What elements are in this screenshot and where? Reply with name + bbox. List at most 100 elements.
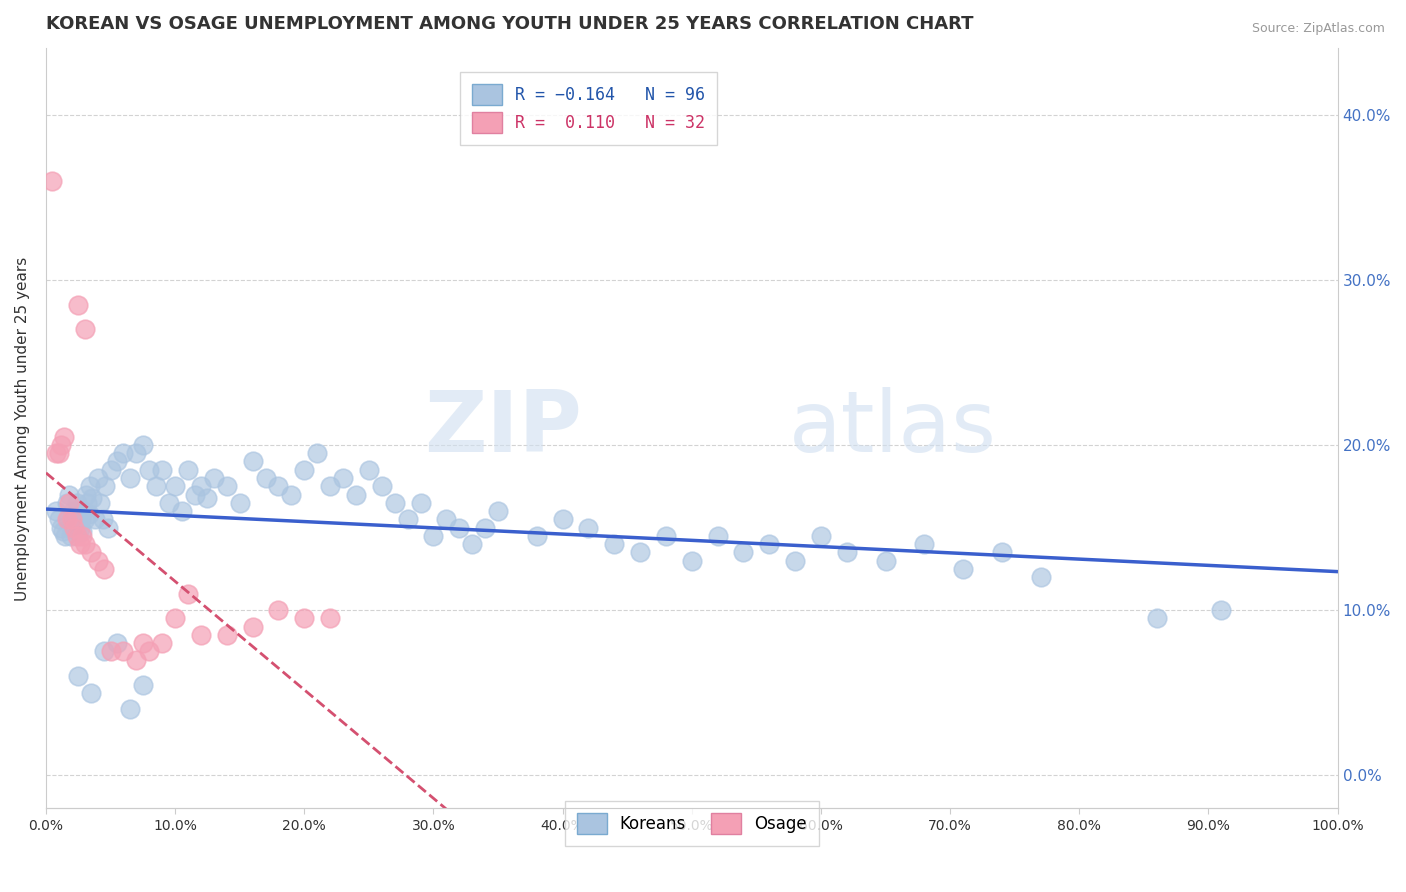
Koreans — [280, 487, 302, 501]
Legend: Koreans, Osage: Koreans, Osage — [565, 801, 818, 846]
Koreans — [912, 537, 935, 551]
Koreans — [82, 491, 104, 505]
Koreans — [118, 471, 141, 485]
Koreans — [228, 496, 250, 510]
Osage — [45, 446, 67, 460]
Koreans — [1029, 570, 1052, 584]
Osage — [80, 545, 103, 559]
Osage — [53, 430, 76, 444]
Koreans — [70, 512, 93, 526]
Koreans — [628, 545, 651, 559]
Koreans — [76, 496, 98, 510]
Koreans — [91, 512, 114, 526]
Koreans — [991, 545, 1014, 559]
Koreans — [267, 479, 290, 493]
Koreans — [371, 479, 394, 493]
Koreans — [170, 504, 193, 518]
Koreans — [384, 496, 406, 510]
Osage — [93, 562, 115, 576]
Koreans — [344, 487, 367, 501]
Koreans — [100, 463, 122, 477]
Koreans — [77, 508, 100, 522]
Koreans — [67, 504, 90, 518]
Koreans — [242, 454, 264, 468]
Osage — [51, 438, 73, 452]
Osage — [150, 636, 173, 650]
Koreans — [60, 520, 83, 534]
Osage — [48, 446, 70, 460]
Koreans — [150, 463, 173, 477]
Koreans — [62, 504, 84, 518]
Koreans — [785, 553, 807, 567]
Koreans — [215, 479, 238, 493]
Koreans — [67, 669, 90, 683]
Koreans — [183, 487, 205, 501]
Koreans — [157, 496, 180, 510]
Koreans — [105, 636, 128, 650]
Osage — [132, 636, 155, 650]
Koreans — [409, 496, 432, 510]
Koreans — [165, 479, 187, 493]
Osage — [177, 587, 200, 601]
Koreans — [79, 479, 101, 493]
Koreans — [138, 463, 160, 477]
Koreans — [70, 524, 93, 538]
Koreans — [332, 471, 354, 485]
Osage — [41, 173, 63, 187]
Koreans — [1211, 603, 1233, 617]
Osage — [215, 628, 238, 642]
Koreans — [449, 520, 471, 534]
Osage — [190, 628, 212, 642]
Koreans — [733, 545, 755, 559]
Koreans — [73, 512, 96, 526]
Koreans — [52, 524, 75, 538]
Koreans — [197, 491, 219, 505]
Koreans — [145, 479, 167, 493]
Osage — [55, 512, 77, 526]
Osage — [165, 611, 187, 625]
Osage — [112, 644, 135, 658]
Koreans — [526, 529, 548, 543]
Koreans — [86, 471, 108, 485]
Koreans — [202, 471, 225, 485]
Koreans — [1146, 611, 1168, 625]
Koreans — [118, 702, 141, 716]
Koreans — [125, 446, 148, 460]
Koreans — [112, 446, 135, 460]
Osage — [138, 644, 160, 658]
Koreans — [56, 512, 79, 526]
Koreans — [461, 537, 484, 551]
Osage — [73, 322, 96, 336]
Osage — [242, 620, 264, 634]
Koreans — [952, 562, 974, 576]
Koreans — [75, 487, 97, 501]
Koreans — [45, 504, 67, 518]
Koreans — [89, 496, 111, 510]
Koreans — [706, 529, 728, 543]
Osage — [58, 496, 80, 510]
Koreans — [105, 454, 128, 468]
Koreans — [474, 520, 496, 534]
Koreans — [396, 512, 419, 526]
Osage — [63, 520, 86, 534]
Koreans — [51, 520, 73, 534]
Koreans — [578, 520, 600, 534]
Koreans — [132, 438, 155, 452]
Koreans — [59, 529, 82, 543]
Koreans — [681, 553, 703, 567]
Koreans — [810, 529, 832, 543]
Koreans — [97, 520, 120, 534]
Y-axis label: Unemployment Among Youth under 25 years: Unemployment Among Youth under 25 years — [15, 256, 30, 600]
Osage — [60, 512, 83, 526]
Koreans — [69, 520, 91, 534]
Koreans — [66, 496, 89, 510]
Koreans — [319, 479, 342, 493]
Koreans — [422, 529, 444, 543]
Osage — [67, 297, 90, 311]
Koreans — [875, 553, 897, 567]
Osage — [70, 529, 93, 543]
Koreans — [53, 529, 76, 543]
Koreans — [655, 529, 678, 543]
Osage — [125, 653, 148, 667]
Text: Source: ZipAtlas.com: Source: ZipAtlas.com — [1251, 22, 1385, 36]
